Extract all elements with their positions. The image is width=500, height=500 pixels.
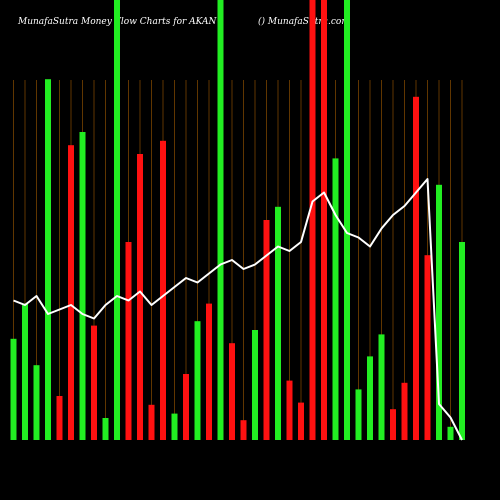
money-flow-bar xyxy=(390,409,396,440)
money-flow-bar xyxy=(229,343,235,440)
money-flow-bar xyxy=(56,396,63,440)
money-flow-bar xyxy=(275,206,281,440)
money-flow-bar xyxy=(240,420,247,440)
money-flow-bar xyxy=(436,184,442,440)
money-flow-bar xyxy=(309,0,316,440)
money-flow-bar xyxy=(378,334,385,440)
money-flow-bar xyxy=(367,356,373,440)
money-flow-bar xyxy=(217,0,224,440)
money-flow-bar xyxy=(252,330,258,440)
price-line-path xyxy=(13,178,463,441)
money-flow-bar xyxy=(102,418,109,440)
site-credit: () MunafaSutra.com xyxy=(258,17,350,27)
money-flow-bar xyxy=(355,389,362,440)
money-flow-bar xyxy=(160,140,166,441)
money-flow-bar xyxy=(91,325,97,440)
money-flow-bar xyxy=(33,365,40,440)
money-flow-bar xyxy=(137,154,143,440)
money-flow-bar xyxy=(424,255,431,440)
money-flow-bar xyxy=(344,0,350,440)
money-flow-bar xyxy=(413,96,419,441)
money-flow-bar xyxy=(459,242,465,440)
money-flow-bar xyxy=(286,380,293,440)
money-flow-bar xyxy=(401,382,408,440)
money-flow-bar xyxy=(22,303,28,440)
price-line xyxy=(13,178,463,441)
money-flow-bar xyxy=(45,79,51,440)
money-flow-bar xyxy=(183,374,189,440)
money-flow-bar xyxy=(194,321,201,440)
money-flow-bar xyxy=(206,303,212,440)
money-flow-bar xyxy=(148,404,155,440)
money-flow-bar xyxy=(321,0,327,440)
money-flow-bar xyxy=(447,426,454,440)
money-flow-bar xyxy=(332,158,339,440)
money-flow-bar xyxy=(298,402,304,440)
money-flow-bar xyxy=(68,145,74,440)
money-flow-bar xyxy=(171,413,178,440)
money-flow-bar xyxy=(125,242,132,440)
bar-series xyxy=(10,0,465,441)
money-flow-bar xyxy=(114,0,120,440)
money-flow-bar xyxy=(10,338,17,440)
money-flow-bar xyxy=(79,132,86,440)
money-flow-bar xyxy=(263,220,270,440)
